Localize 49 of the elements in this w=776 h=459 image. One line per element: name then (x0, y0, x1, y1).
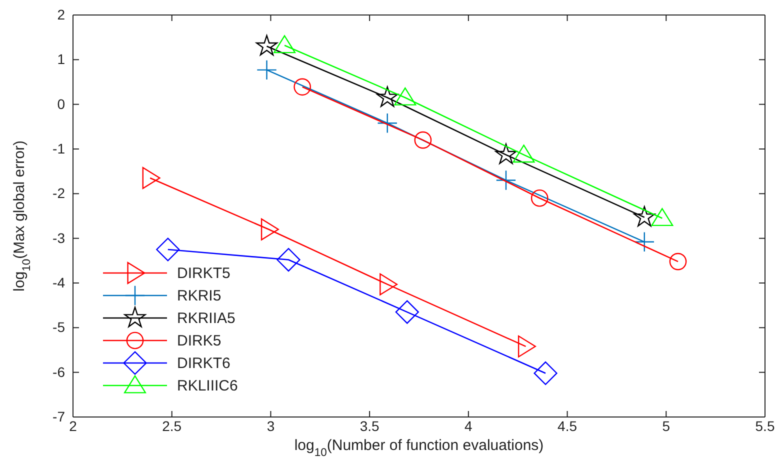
legend-label: RKRIIA5 (177, 310, 236, 327)
x-tick-label: 5.5 (755, 418, 775, 434)
y-tick-label: 2 (57, 6, 66, 22)
point (634, 232, 655, 252)
point (395, 300, 419, 324)
point (496, 170, 516, 190)
x-axis-title: log$_{10}$(Number of function evaluations) (294, 437, 544, 459)
point (256, 34, 278, 56)
y-tick-label: -2 (52, 185, 66, 202)
point (530, 189, 548, 207)
y-tick-label: 0 (57, 96, 66, 112)
y-tick-label: -3 (52, 230, 66, 246)
point (414, 131, 432, 149)
y-tick-label: -5 (52, 319, 66, 336)
x-tick-label: 2 (69, 418, 78, 434)
point (669, 252, 687, 270)
y-tick-label: 1 (57, 51, 66, 68)
point (394, 87, 416, 106)
point (512, 144, 535, 163)
point (376, 86, 398, 107)
x-tick-label: 4 (464, 418, 473, 434)
x-tick-label: 3 (266, 418, 275, 434)
legend-label: RKLIIIC6 (177, 378, 238, 394)
point (534, 361, 558, 386)
y-tick-label: -4 (52, 274, 66, 290)
point (377, 112, 398, 134)
point (380, 273, 398, 296)
point (156, 238, 180, 262)
x-tick-label: 4.5 (558, 418, 578, 434)
y-tick-label: -7 (52, 408, 66, 424)
legend-label: DIRKT5 (177, 265, 230, 282)
point (142, 167, 160, 190)
point (294, 78, 312, 96)
legend-label: DIRK5 (177, 332, 222, 350)
point (276, 248, 300, 272)
x-tick-label: 3.5 (360, 418, 380, 434)
point (518, 335, 536, 358)
y-tick-label: -6 (52, 364, 66, 380)
legend-label: RKRI5 (177, 288, 222, 304)
y-tick-label: -1 (52, 140, 66, 156)
point (260, 218, 279, 240)
x-tick-label: 5 (662, 418, 670, 434)
legend-label: DIRKT6 (177, 355, 230, 372)
x-tick-label: 2.5 (162, 418, 182, 434)
point (256, 60, 277, 80)
point (274, 35, 296, 54)
point (634, 206, 656, 227)
point (495, 144, 517, 164)
point (651, 208, 674, 226)
